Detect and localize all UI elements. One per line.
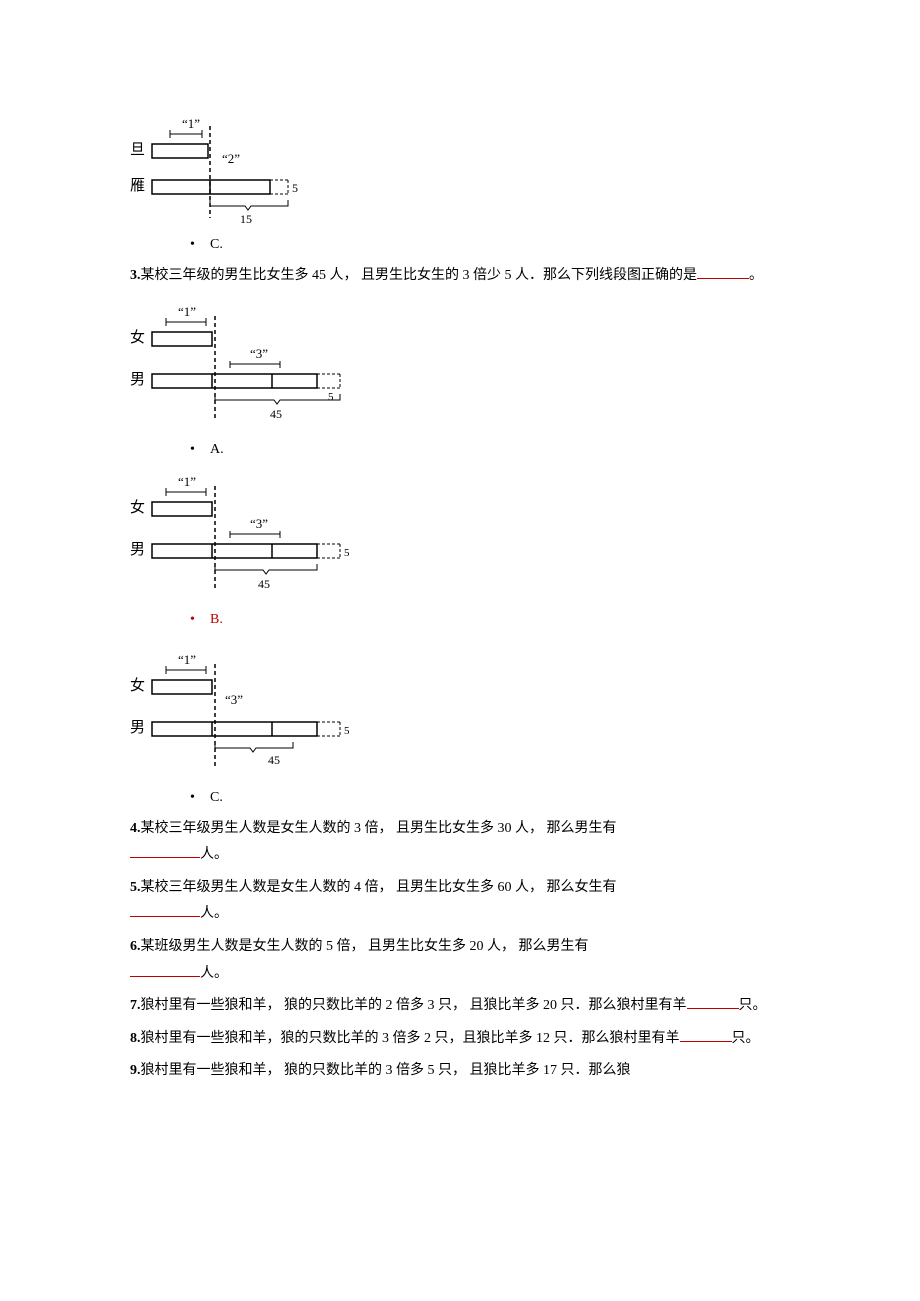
diagram-top-row1-label: 旦 — [130, 142, 145, 158]
option-a[interactable]: •A. — [190, 442, 790, 458]
q5-text: 某校三年级男生人数是女生人数的 4 倍， 且男生比女生多 60 人， 那么女生有 — [141, 880, 617, 895]
svg-text:女: 女 — [130, 676, 145, 694]
q5-blank — [130, 902, 200, 917]
diagram-q3c: “1” 女 “3” 男 5 45 — [130, 646, 790, 786]
question-4: 4.某校三年级男生人数是女生人数的 3 倍， 且男生比女生多 30 人， 那么男… — [130, 816, 790, 869]
diagram-top-svg: “1” 旦 “2” 雁 5 15 — [130, 108, 390, 228]
svg-text:女: 女 — [130, 328, 145, 346]
option-c[interactable]: •C. — [190, 790, 790, 806]
svg-text:“3”: “3” — [250, 346, 268, 361]
diagram-q3b: “1” 女 “3” 男 5 45 — [130, 468, 790, 608]
q8-blank — [680, 1027, 732, 1042]
option-c-top: •C. — [190, 237, 790, 253]
q3-num: 3. — [130, 268, 141, 283]
q7-num: 7. — [130, 998, 141, 1013]
q6-num: 6. — [130, 939, 141, 954]
question-9: 9.狼村里有一些狼和羊， 狼的只数比羊的 3 倍多 5 只， 且狼比羊多 17 … — [130, 1058, 790, 1085]
question-7: 7.狼村里有一些狼和羊， 狼的只数比羊的 2 倍多 3 只， 且狼比羊多 20 … — [130, 993, 790, 1020]
svg-text:45: 45 — [268, 753, 280, 767]
svg-text:5: 5 — [292, 181, 298, 195]
q7-text: 狼村里有一些狼和羊， 狼的只数比羊的 2 倍多 3 只， 且狼比羊多 20 只．… — [141, 998, 687, 1013]
q7-blank — [687, 994, 739, 1009]
svg-text:“1”: “1” — [178, 304, 196, 319]
svg-text:“3”: “3” — [225, 692, 243, 707]
svg-text:“3”: “3” — [250, 516, 268, 531]
question-8: 8.狼村里有一些狼和羊，狼的只数比羊的 3 倍多 2 只，且狼比羊多 12 只．… — [130, 1026, 790, 1053]
svg-text:15: 15 — [240, 212, 252, 226]
svg-text:“2”: “2” — [222, 151, 240, 166]
svg-text:女: 女 — [130, 498, 145, 516]
q6-blank — [130, 962, 200, 977]
diagram-q3a: “1” 女 “3” 男 5 45 — [130, 298, 790, 438]
q8-num: 8. — [130, 1031, 141, 1046]
q9-num: 9. — [130, 1063, 141, 1078]
q6-text: 某班级男生人数是女生人数的 5 倍， 且男生比女生多 20 人， 那么男生有 — [141, 939, 589, 954]
svg-text:男: 男 — [130, 542, 145, 558]
svg-text:5: 5 — [344, 725, 350, 737]
q5-num: 5. — [130, 880, 141, 895]
q3-blank — [697, 264, 749, 279]
svg-text:“1”: “1” — [178, 474, 196, 489]
question-5: 5.某校三年级男生人数是女生人数的 4 倍， 且男生比女生多 60 人， 那么女… — [130, 875, 790, 928]
question-6: 6.某班级男生人数是女生人数的 5 倍， 且男生比女生多 20 人， 那么男生有… — [130, 934, 790, 987]
question-3: 3.某校三年级的男生比女生多 45 人， 且男生比女生的 3 倍少 5 人．那么… — [130, 263, 790, 290]
option-b[interactable]: •B. — [190, 612, 790, 628]
svg-text:男: 男 — [130, 720, 145, 736]
q4-text: 某校三年级男生人数是女生人数的 3 倍， 且男生比女生多 30 人， 那么男生有 — [141, 821, 617, 836]
svg-text:5: 5 — [328, 391, 334, 403]
svg-text:“1”: “1” — [182, 116, 200, 131]
q9-text: 狼村里有一些狼和羊， 狼的只数比羊的 3 倍多 5 只， 且狼比羊多 17 只．… — [141, 1063, 631, 1078]
svg-text:男: 男 — [130, 372, 145, 388]
q3-text: 某校三年级的男生比女生多 45 人， 且男生比女生的 3 倍少 5 人．那么下列… — [141, 268, 698, 283]
q8-text: 狼村里有一些狼和羊，狼的只数比羊的 3 倍多 2 只，且狼比羊多 12 只．那么… — [141, 1031, 680, 1046]
q4-blank — [130, 843, 200, 858]
diagram-top-row2-label: 雁 — [130, 177, 145, 194]
svg-text:45: 45 — [270, 407, 282, 421]
svg-text:5: 5 — [344, 547, 350, 559]
svg-text:45: 45 — [258, 577, 270, 591]
q4-num: 4. — [130, 821, 141, 836]
svg-text:“1”: “1” — [178, 652, 196, 667]
diagram-top: “1” 旦 “2” 雁 5 15 — [130, 108, 790, 233]
